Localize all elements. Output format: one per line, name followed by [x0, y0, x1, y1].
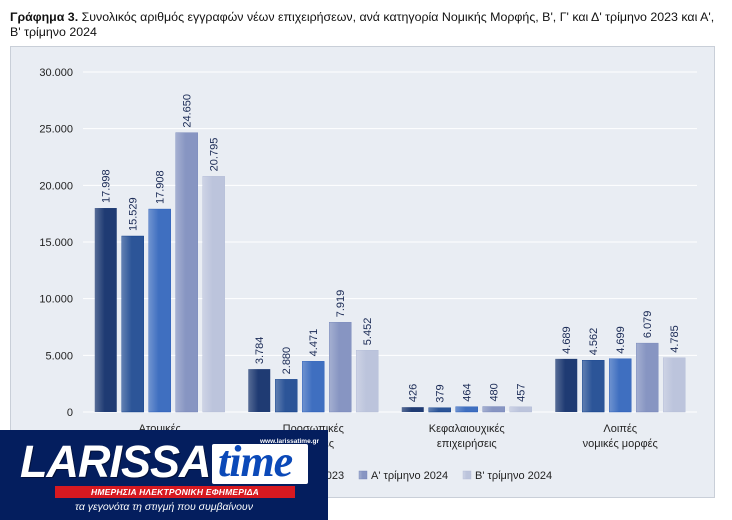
legend-label: Β' τρίμηνο 2024 [475, 470, 552, 482]
chart-panel: 0 5.000 10.000 15.000 20.000 25.000 30.000 17.9… [10, 46, 715, 498]
bar-value-label: 4.699 [615, 326, 627, 354]
bar [582, 360, 605, 413]
bar [175, 132, 198, 413]
bar-value-label: 24.650 [182, 94, 194, 128]
bar [509, 406, 532, 413]
bar-value-label: 7.919 [335, 290, 347, 318]
bar-value-label: 2.880 [281, 347, 293, 375]
larissatime-logo[interactable]: LARISSA time www.larissatime.gr [20, 438, 320, 484]
logo-time-box: time [212, 440, 308, 484]
y-tick-label: 10.000 [39, 294, 73, 306]
y-tick-label: 30.000 [39, 67, 73, 79]
legend-label: Α' τρίμηνο 2024 [371, 470, 448, 482]
bar-value-label: 15.529 [128, 197, 140, 231]
tagline-band: ΗΜΕΡΗΣΙΑ ΗΛΕΚΤΡΟΝΙΚΗ ΕΦΗΜΕΡΙΔΑ [55, 486, 295, 498]
bar [202, 176, 225, 413]
tagline-text: ΗΜΕΡΗΣΙΑ ΗΛΕΚΤΡΟΝΙΚΗ ΕΦΗΜΕΡΙΔΑ [91, 487, 259, 497]
bar-value-label: 4.471 [308, 329, 320, 357]
bar [248, 369, 271, 412]
y-tick-label: 25.000 [39, 124, 73, 136]
bar-value-label: 17.998 [101, 169, 113, 203]
caption-label: Γράφημα 3. [10, 10, 79, 24]
bar [356, 350, 379, 413]
bar [121, 235, 144, 413]
bar-value-label: 4.785 [669, 325, 681, 353]
bar [555, 358, 578, 412]
y-tick-label: 20.000 [39, 180, 73, 192]
y-tick-label: 15.000 [39, 237, 73, 249]
bar [428, 407, 451, 413]
y-tick-label: 5.000 [45, 350, 73, 362]
bar [401, 407, 424, 412]
category-label: Λοιπές [603, 423, 637, 435]
bar-value-label: 426 [408, 384, 420, 402]
bar-chart: 0 5.000 10.000 15.000 20.000 25.000 30.000 17.9… [39, 67, 697, 482]
bar [94, 208, 117, 412]
caption-text: Συνολικός αριθμός εγγραφών νέων επιχειρή… [10, 10, 715, 39]
bar-value-label: 4.562 [588, 328, 600, 356]
bar [663, 357, 686, 413]
bar [302, 361, 325, 413]
logo-larissa-text: LARISSA [20, 436, 212, 487]
bar-value-label: 20.795 [209, 138, 221, 172]
bar [482, 406, 505, 413]
category-label: επιχειρήσεις [437, 438, 497, 450]
bar-value-label: 379 [435, 384, 447, 402]
bar-value-label: 464 [462, 383, 474, 401]
legend-swatch [462, 470, 472, 480]
bar [609, 358, 632, 413]
bar [636, 342, 659, 413]
bar-value-label: 5.452 [362, 318, 374, 346]
bar-value-label: 480 [489, 383, 501, 401]
larissatime-banner[interactable]: LARISSA time www.larissatime.gr ΗΜΕΡΗΣΙΑ… [0, 430, 328, 520]
slogan-text: τα γεγονότα τη στιγμή που συμβαίνουν [75, 501, 253, 513]
bar [329, 322, 352, 413]
bar-value-label: 17.908 [155, 170, 167, 204]
logo-time-text: time [218, 437, 293, 486]
bar [148, 208, 171, 413]
logo-url[interactable]: www.larissatime.gr [260, 438, 320, 445]
chart-caption: Γράφημα 3. Συνολικός αριθμός εγγραφών νέ… [10, 10, 724, 40]
bar [455, 406, 478, 413]
category-label: νομικές μορφές [583, 438, 658, 450]
category-label: Κεφαλαιουχικές [429, 423, 505, 435]
bar-value-label: 457 [516, 383, 528, 401]
bar [275, 379, 298, 413]
bar-value-label: 6.079 [642, 311, 654, 339]
bar-value-label: 4.689 [561, 326, 573, 354]
bar-value-label: 3.784 [254, 337, 266, 365]
legend-swatch [358, 470, 368, 480]
y-tick-label: 0 [67, 407, 73, 419]
